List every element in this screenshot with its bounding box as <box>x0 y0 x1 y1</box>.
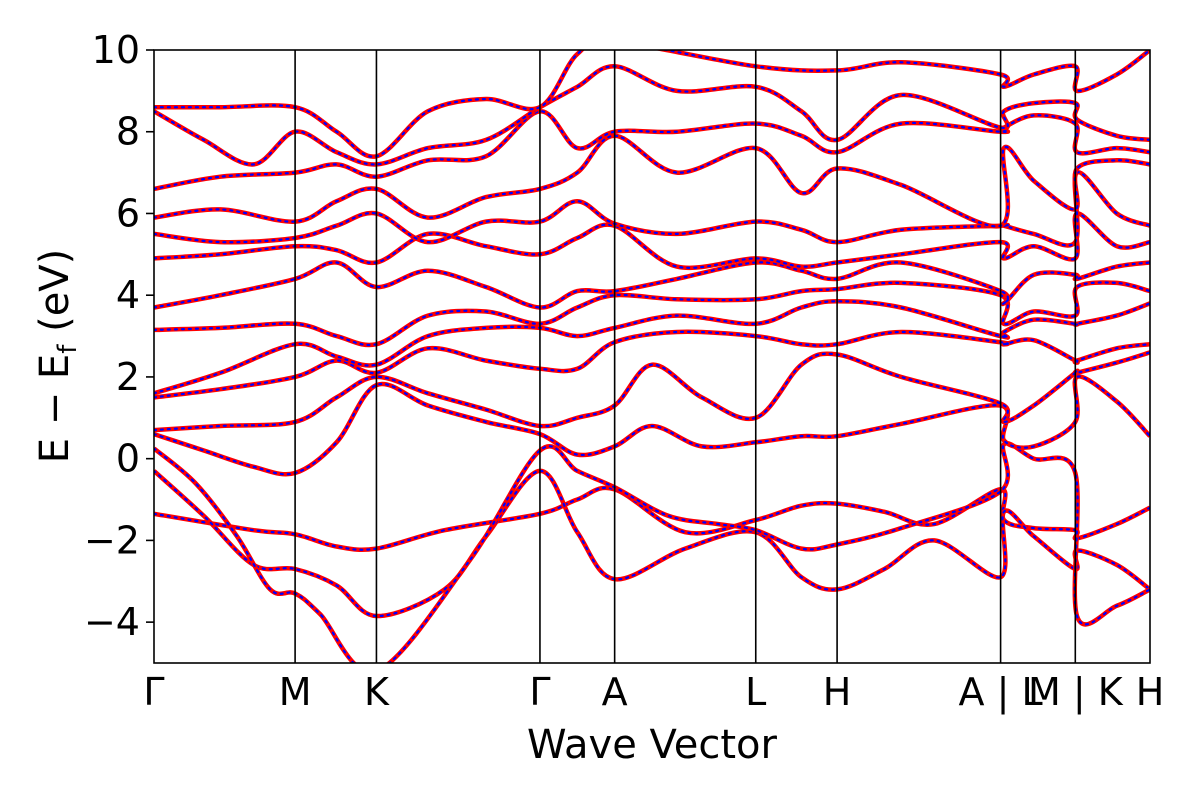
y-tick-label-6: 0 <box>116 437 140 481</box>
bands-layer <box>154 50 1150 663</box>
band-8-red <box>154 280 1150 348</box>
band-13-blue <box>154 110 1150 190</box>
band-4-blue <box>154 375 1150 476</box>
x-axis: Γ M K Γ A L H A | LM | K H <box>143 670 1164 715</box>
x-tick-label-7: H <box>823 670 852 714</box>
band-7-blue <box>154 300 1150 395</box>
y-axis-title-unit: (eV) <box>32 249 78 345</box>
x-tick-label-10: H <box>1136 670 1165 714</box>
y-axis-title: E − Ef (eV) <box>32 249 83 464</box>
y-axis-title-subscript: f <box>53 344 83 354</box>
y-tick-label-8: −4 <box>84 600 140 644</box>
y-tick-label-1: 10 <box>92 28 140 72</box>
band-14-blue <box>154 65 1150 166</box>
band-11-blue <box>154 171 1150 247</box>
x-tick-label-1: Γ <box>143 670 164 714</box>
y-tick-label-5: 2 <box>116 355 140 399</box>
x-tick-label-3: K <box>364 670 390 714</box>
band-3-blue <box>154 442 1150 663</box>
band-2-blue <box>154 469 1150 618</box>
y-tick-label-7: −2 <box>84 518 140 562</box>
k-point-lines <box>294 50 1077 663</box>
x-axis-title: Wave Vector <box>527 722 778 768</box>
x-tick-label-2: M <box>279 670 312 714</box>
x-tick-label-5: A <box>602 670 628 714</box>
band-5-blue <box>154 351 1150 432</box>
x-tick-label-6: L <box>745 670 766 714</box>
band-9-blue <box>154 261 1150 309</box>
band-12-blue <box>154 134 1150 228</box>
x-tick-label-9: M | K <box>1028 670 1124 715</box>
x-tick-label-8: A | L <box>959 670 1043 715</box>
band-10-blue <box>154 212 1150 269</box>
x-tick-label-4: Γ <box>529 670 550 714</box>
y-axis-title-main: E − E <box>32 354 78 464</box>
y-axis: 10 8 6 4 2 0 −2 −4 <box>84 28 154 644</box>
y-tick-label-4: 4 <box>116 273 140 317</box>
y-tick-label-2: 8 <box>116 110 140 154</box>
band-15-blue <box>154 50 1150 158</box>
plot-frame <box>153 49 1151 664</box>
y-tick-label-3: 6 <box>116 191 140 235</box>
band-6-blue <box>154 330 1150 399</box>
